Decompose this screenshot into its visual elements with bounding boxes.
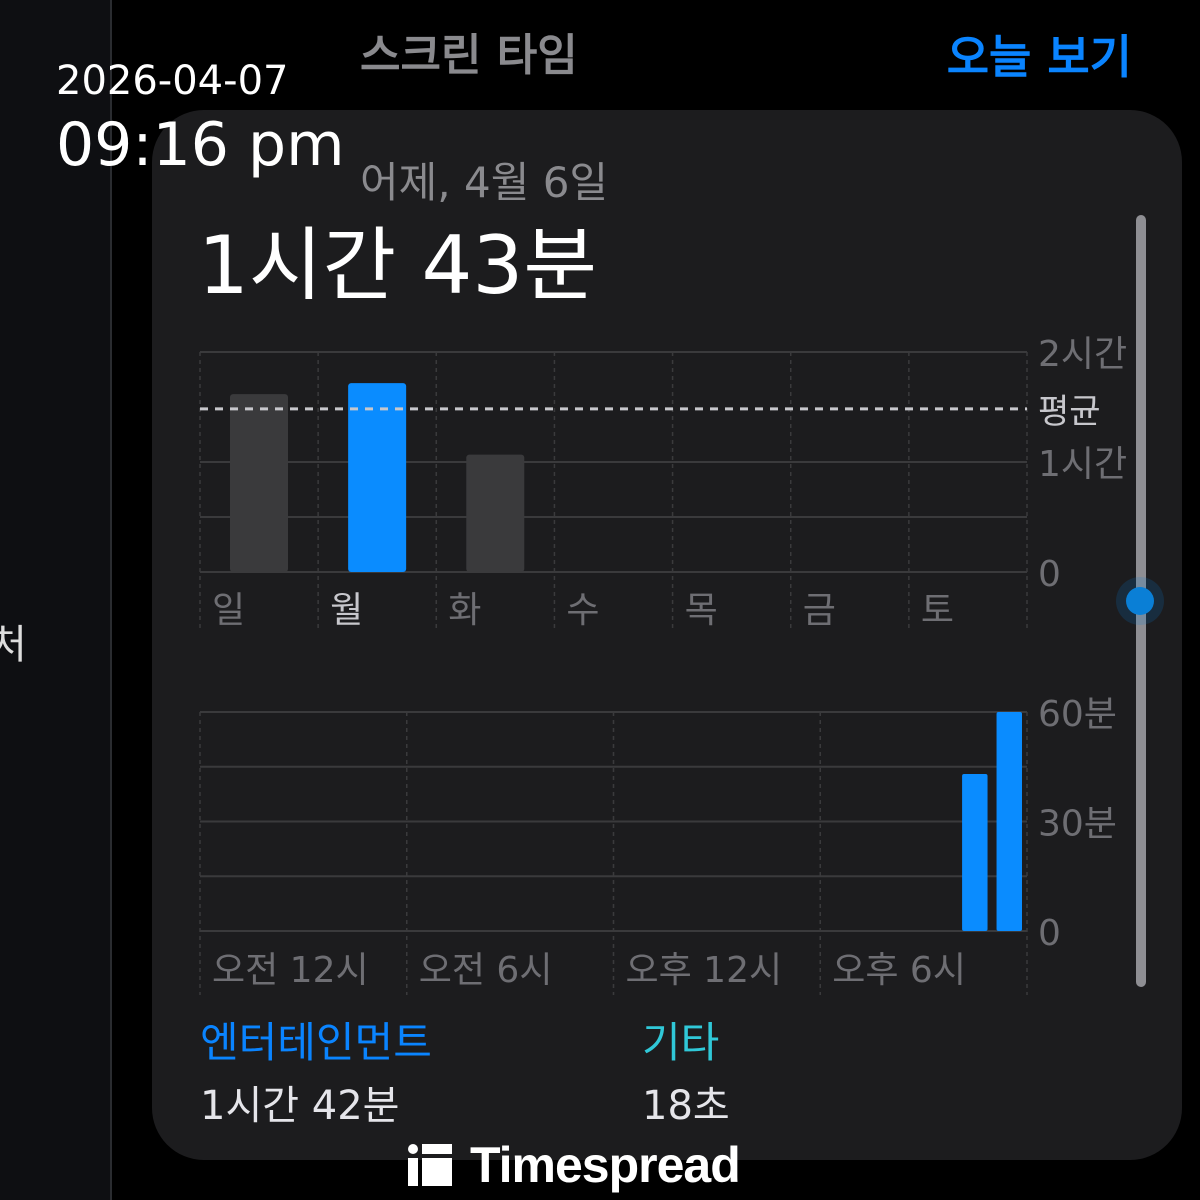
x-tick-label: 오후 12시 bbox=[626, 950, 783, 991]
date-label: 어제, 4월 6일 bbox=[360, 158, 609, 207]
watermark-text: Timespread bbox=[470, 1137, 741, 1193]
y-tick-label: 0 bbox=[1038, 554, 1061, 595]
scroll-handle[interactable] bbox=[1126, 587, 1154, 615]
y-tick-label: 0 bbox=[1038, 913, 1061, 954]
total-screen-time: 1시간 43분 bbox=[198, 219, 597, 312]
x-tick-label: 목 bbox=[685, 590, 718, 631]
x-tick-label: 수 bbox=[566, 590, 599, 631]
bar-월 bbox=[348, 383, 407, 572]
overlay-date: 2026-04-07 bbox=[56, 58, 289, 104]
y-tick-label: 2시간 bbox=[1038, 334, 1127, 375]
screen-time-card bbox=[152, 110, 1182, 1160]
category-other-value: 18초 bbox=[642, 1083, 730, 1129]
overlay-time: 09:16 pm bbox=[56, 110, 345, 180]
hour-bar bbox=[962, 774, 988, 931]
x-tick-label: 오전 6시 bbox=[419, 950, 553, 991]
category-other-label: 기타 bbox=[642, 1018, 720, 1067]
bar-화 bbox=[466, 454, 525, 572]
x-tick-label: 오전 12시 bbox=[212, 950, 369, 991]
x-tick-label: 토 bbox=[921, 590, 954, 631]
y-tick-label: 1시간 bbox=[1038, 444, 1127, 485]
sidebar-partial-text[interactable]: 처 bbox=[0, 622, 27, 668]
average-label: 평균 bbox=[1038, 392, 1101, 432]
y-tick-label: 60분 bbox=[1038, 694, 1117, 735]
x-tick-label: 오후 6시 bbox=[832, 950, 966, 991]
watermark: Timespread bbox=[408, 1137, 741, 1193]
see-today-link[interactable]: 오늘 보기 bbox=[946, 30, 1132, 84]
y-tick-label: 30분 bbox=[1038, 804, 1117, 845]
bar-일 bbox=[230, 394, 288, 572]
x-tick-label: 일 bbox=[212, 590, 245, 631]
section-title: 스크린 타임 bbox=[360, 30, 578, 81]
category-entertainment-value: 1시간 42분 bbox=[200, 1083, 400, 1129]
x-tick-label: 월 bbox=[330, 590, 363, 631]
x-tick-label: 화 bbox=[448, 590, 481, 631]
sidebar: 처 bbox=[0, 0, 112, 1200]
hour-bar bbox=[996, 712, 1022, 931]
category-entertainment-label: 엔터테인먼트 bbox=[200, 1018, 432, 1067]
watermark-logo-icon bbox=[408, 1144, 452, 1186]
x-tick-label: 금 bbox=[803, 590, 836, 631]
